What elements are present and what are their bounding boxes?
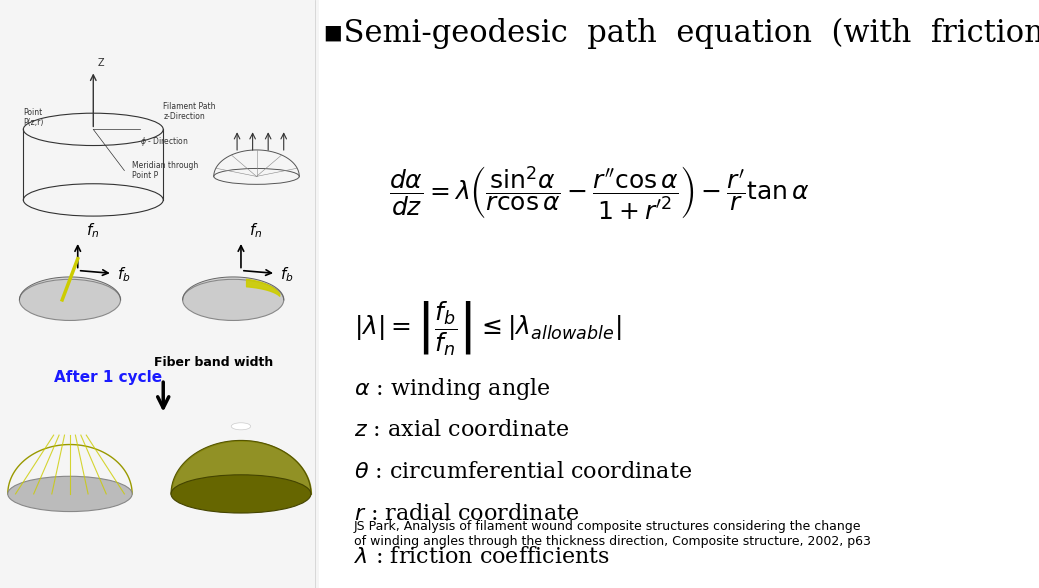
- Text: Fiber band width: Fiber band width: [154, 356, 273, 369]
- Text: After 1 cycle: After 1 cycle: [54, 370, 162, 386]
- Text: $\dfrac{d\alpha}{dz} = \lambda\left(\dfrac{\sin^2\!\alpha}{r\cos\alpha} - \dfrac: $\dfrac{d\alpha}{dz} = \lambda\left(\dfr…: [389, 165, 809, 222]
- Text: Meridian through
Point P: Meridian through Point P: [132, 161, 198, 180]
- Text: $f_n$: $f_n$: [85, 221, 99, 240]
- Text: ▪Semi-geodesic  path  equation  (with  friction): ▪Semi-geodesic path equation (with frict…: [322, 18, 1039, 49]
- Ellipse shape: [171, 475, 311, 513]
- Ellipse shape: [232, 423, 250, 430]
- Text: $\theta$ : circumferential coordinate: $\theta$ : circumferential coordinate: [353, 461, 692, 483]
- Text: JS Park, Analysis of filament wound composite structures considering the change
: JS Park, Analysis of filament wound comp…: [353, 520, 871, 548]
- FancyBboxPatch shape: [0, 0, 319, 588]
- Text: Z: Z: [98, 58, 104, 68]
- Text: $f_n$: $f_n$: [248, 221, 262, 240]
- Text: $z$ : axial coordinate: $z$ : axial coordinate: [353, 419, 569, 440]
- Ellipse shape: [20, 279, 121, 320]
- Text: Point
P(z,r): Point P(z,r): [23, 108, 44, 127]
- Text: $r$ : radial coordinate: $r$ : radial coordinate: [353, 503, 579, 525]
- Ellipse shape: [7, 476, 132, 512]
- Text: $|\lambda| = \left|\dfrac{f_b}{f_n}\right| \leq |\lambda_{allowable}|$: $|\lambda| = \left|\dfrac{f_b}{f_n}\righ…: [353, 300, 621, 358]
- Text: $\alpha$ : winding angle: $\alpha$ : winding angle: [353, 376, 551, 402]
- Text: $\lambda$ : friction coefficients: $\lambda$ : friction coefficients: [353, 546, 610, 567]
- Text: $f_b$: $f_b$: [116, 265, 130, 284]
- Text: $\phi$ - Direction: $\phi$ - Direction: [140, 135, 188, 148]
- Text: $f_b$: $f_b$: [279, 265, 293, 284]
- Ellipse shape: [183, 279, 284, 320]
- Text: Filament Path
z-Direction: Filament Path z-Direction: [163, 102, 216, 121]
